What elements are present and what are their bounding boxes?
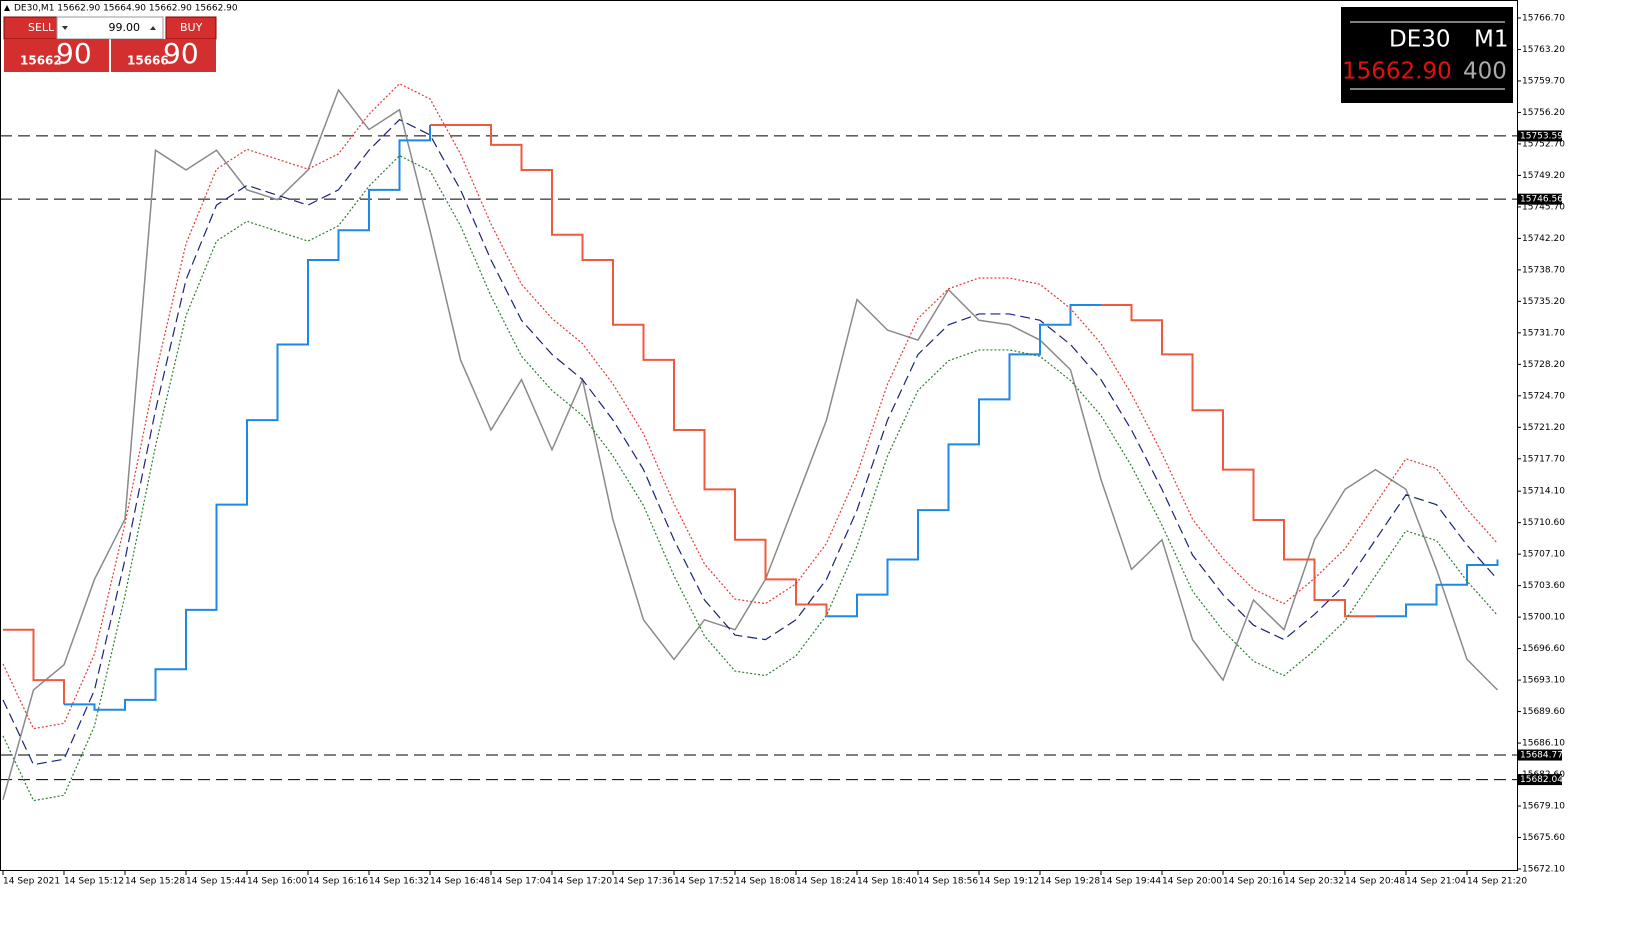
series-line: [2, 88, 1499, 800]
y-tick-label: 15689.60: [1522, 707, 1565, 717]
y-tick-label: 15686.10: [1522, 739, 1565, 749]
spread: 400: [1463, 59, 1507, 85]
level-label-bg: [1518, 193, 1562, 205]
x-tick-label: 14 Sep 15:28: [125, 877, 185, 887]
x-tick-label: 14 Sep 20:16: [1223, 877, 1283, 887]
price: 15662.90: [1342, 59, 1452, 85]
y-tick-label: 15721.20: [1522, 423, 1565, 433]
bid-pips: 90: [56, 37, 92, 70]
level-label: 15684.77: [1520, 751, 1563, 761]
x-tick-label: 14 Sep 19:28: [1040, 877, 1100, 887]
plot-border: [0, 0, 1518, 871]
volume-value: 99.00: [109, 21, 141, 34]
bid-box: [4, 39, 109, 72]
symbol: DE30: [1389, 27, 1451, 53]
y-tick-label: 15700.10: [1522, 613, 1565, 623]
y-tick-label: 15679.10: [1522, 802, 1565, 812]
y-tick-label: 15756.20: [1522, 108, 1565, 118]
x-tick-label: 14 Sep 20:48: [1345, 877, 1405, 887]
y-tick-label: 15728.20: [1522, 360, 1565, 370]
ask-pips: 90: [163, 37, 199, 70]
bid-price: 15662: [20, 54, 62, 68]
y-tick-label: 15763.20: [1522, 45, 1565, 55]
series-line: [2, 82, 1498, 730]
x-tick-label: 14 Sep 20:32: [1284, 877, 1344, 887]
y-tick-label: 15742.20: [1522, 234, 1565, 244]
y-tick-label: 15696.60: [1522, 644, 1565, 654]
sell-label: SELL: [28, 21, 55, 34]
y-tick-label: 15714.10: [1522, 487, 1565, 497]
y-tick-label: 15766.70: [1522, 13, 1565, 23]
x-tick-label: 14 Sep 17:36: [613, 877, 673, 887]
series-line: [2, 154, 1498, 802]
x-tick-label: 14 Sep 16:16: [308, 877, 368, 887]
x-tick-label: 14 Sep 17:52: [674, 877, 734, 887]
level-label-bg: [1518, 749, 1562, 761]
level-label: 15682.04: [1520, 775, 1563, 785]
x-tick-label: 14 Sep 15:12: [64, 877, 124, 887]
level-label-bg: [1518, 774, 1562, 786]
x-tick-label: 14 Sep 20:00: [1162, 877, 1222, 887]
x-tick-label: 14 Sep 17:04: [491, 877, 551, 887]
x-tick-label: 14 Sep 16:00: [247, 877, 307, 887]
y-tick-label: 15752.70: [1522, 139, 1565, 149]
plot-area: [0, 82, 1517, 802]
y-tick-label: 15703.60: [1522, 581, 1565, 591]
y-tick-label: 15724.70: [1522, 391, 1565, 401]
series-line: [2, 118, 1498, 766]
period: M1: [1474, 27, 1508, 53]
y-tick-label: 15745.70: [1522, 202, 1565, 212]
y-tick-label: 15707.10: [1522, 550, 1565, 560]
collapse-icon[interactable]: [4, 5, 10, 11]
x-tick-label: 14 Sep 19:12: [979, 877, 1039, 887]
x-tick-label: 14 Sep 21:20: [1467, 877, 1527, 887]
level-label: 15753.59: [1520, 131, 1563, 141]
volume-up[interactable]: [150, 26, 156, 30]
y-tick-label: 15693.10: [1522, 676, 1565, 686]
level-label: 15746.56: [1520, 195, 1563, 205]
series-line: [3, 124, 1376, 705]
x-tick-label: 14 Sep 19:44: [1101, 877, 1161, 887]
y-tick-label: 15735.20: [1522, 297, 1565, 307]
y-tick-label: 15749.20: [1522, 171, 1565, 181]
x-tick-label: 14 Sep 18:40: [857, 877, 917, 887]
volume-box[interactable]: [56, 16, 164, 40]
y-tick-label: 15738.70: [1522, 265, 1565, 275]
y-tick-label: 15759.70: [1522, 76, 1565, 86]
symbol-box: DE30 M1 15662.90 400: [1341, 7, 1513, 103]
chart-title: DE30,M1 15662.90 15664.90 15662.90 15662…: [14, 4, 238, 14]
series-line: [64, 125, 1499, 711]
x-tick-label: 14 Sep 17:20: [552, 877, 612, 887]
x-tick-label: 14 Sep 15:44: [186, 877, 246, 887]
buy-label: BUY: [180, 21, 203, 34]
symbol-box-bg: [1341, 7, 1513, 103]
y-tick-label: 15717.70: [1522, 454, 1565, 464]
y-tick-label: 15672.10: [1522, 865, 1565, 875]
x-tick-label: 14 Sep 21:04: [1406, 877, 1466, 887]
y-tick-label: 15675.60: [1522, 833, 1565, 843]
y-tick-label: 15710.60: [1522, 518, 1565, 528]
x-tick-label: 14 Sep 16:48: [430, 877, 490, 887]
level-label-bg: [1518, 130, 1562, 142]
x-tick-label: 14 Sep 18:08: [735, 877, 795, 887]
x-tick-label: 14 Sep 16:32: [369, 877, 429, 887]
x-tick-label: 14 Sep 18:24: [796, 877, 856, 887]
ask-price: 15666: [127, 54, 169, 68]
x-tick-label: 14 Sep 2021: [3, 877, 60, 887]
volume-down[interactable]: [62, 26, 68, 30]
ask-box: [111, 39, 216, 72]
x-tick-label: 14 Sep 18:56: [918, 877, 978, 887]
trade-panel: SELL 99.00 BUY 15662 90 15666 90: [3, 16, 217, 72]
y-tick-label: 15731.70: [1522, 328, 1565, 338]
